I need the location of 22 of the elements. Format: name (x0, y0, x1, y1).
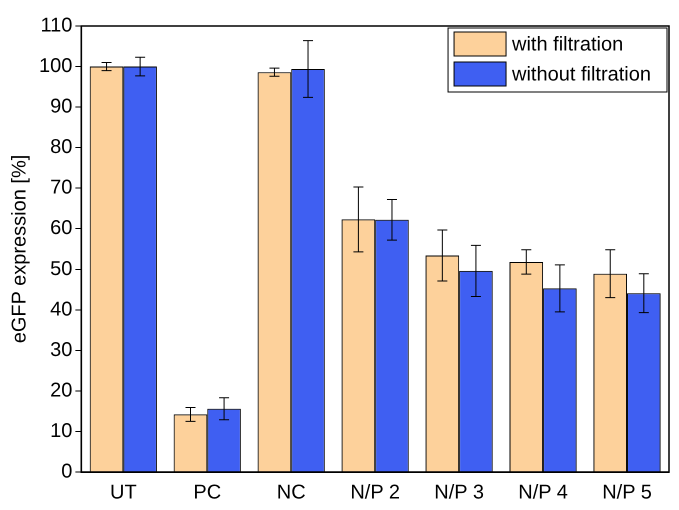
x-tick-label: NC (276, 482, 306, 504)
legend-label: without filtration (511, 64, 652, 86)
x-tick-label: N/P 3 (434, 482, 484, 504)
y-tick-label: 0 (61, 460, 72, 483)
y-tick-label: 100 (38, 55, 72, 78)
y-tick-label: 110 (40, 14, 72, 37)
y-tick-label: 80 (50, 136, 72, 158)
y-axis-title: eGFP expression [%] (8, 154, 31, 344)
y-tick-label: 70 (50, 176, 72, 199)
x-tick-label: N/P 4 (518, 482, 568, 504)
y-tick-label: 60 (50, 217, 72, 240)
x-tick-label: N/P 5 (602, 482, 652, 504)
y-tick-label: 10 (50, 420, 72, 442)
y-tick-label: 90 (50, 96, 72, 118)
y-tick-label: 20 (50, 379, 72, 402)
x-tick-label: N/P 2 (350, 482, 400, 504)
y-tick-label: 50 (50, 258, 72, 280)
x-tick-label: PC (193, 482, 222, 504)
legend-label: with filtration (511, 34, 624, 56)
y-tick-label: 40 (50, 298, 72, 320)
y-tick-label: 30 (50, 338, 72, 361)
x-tick-label: UT (110, 482, 137, 504)
